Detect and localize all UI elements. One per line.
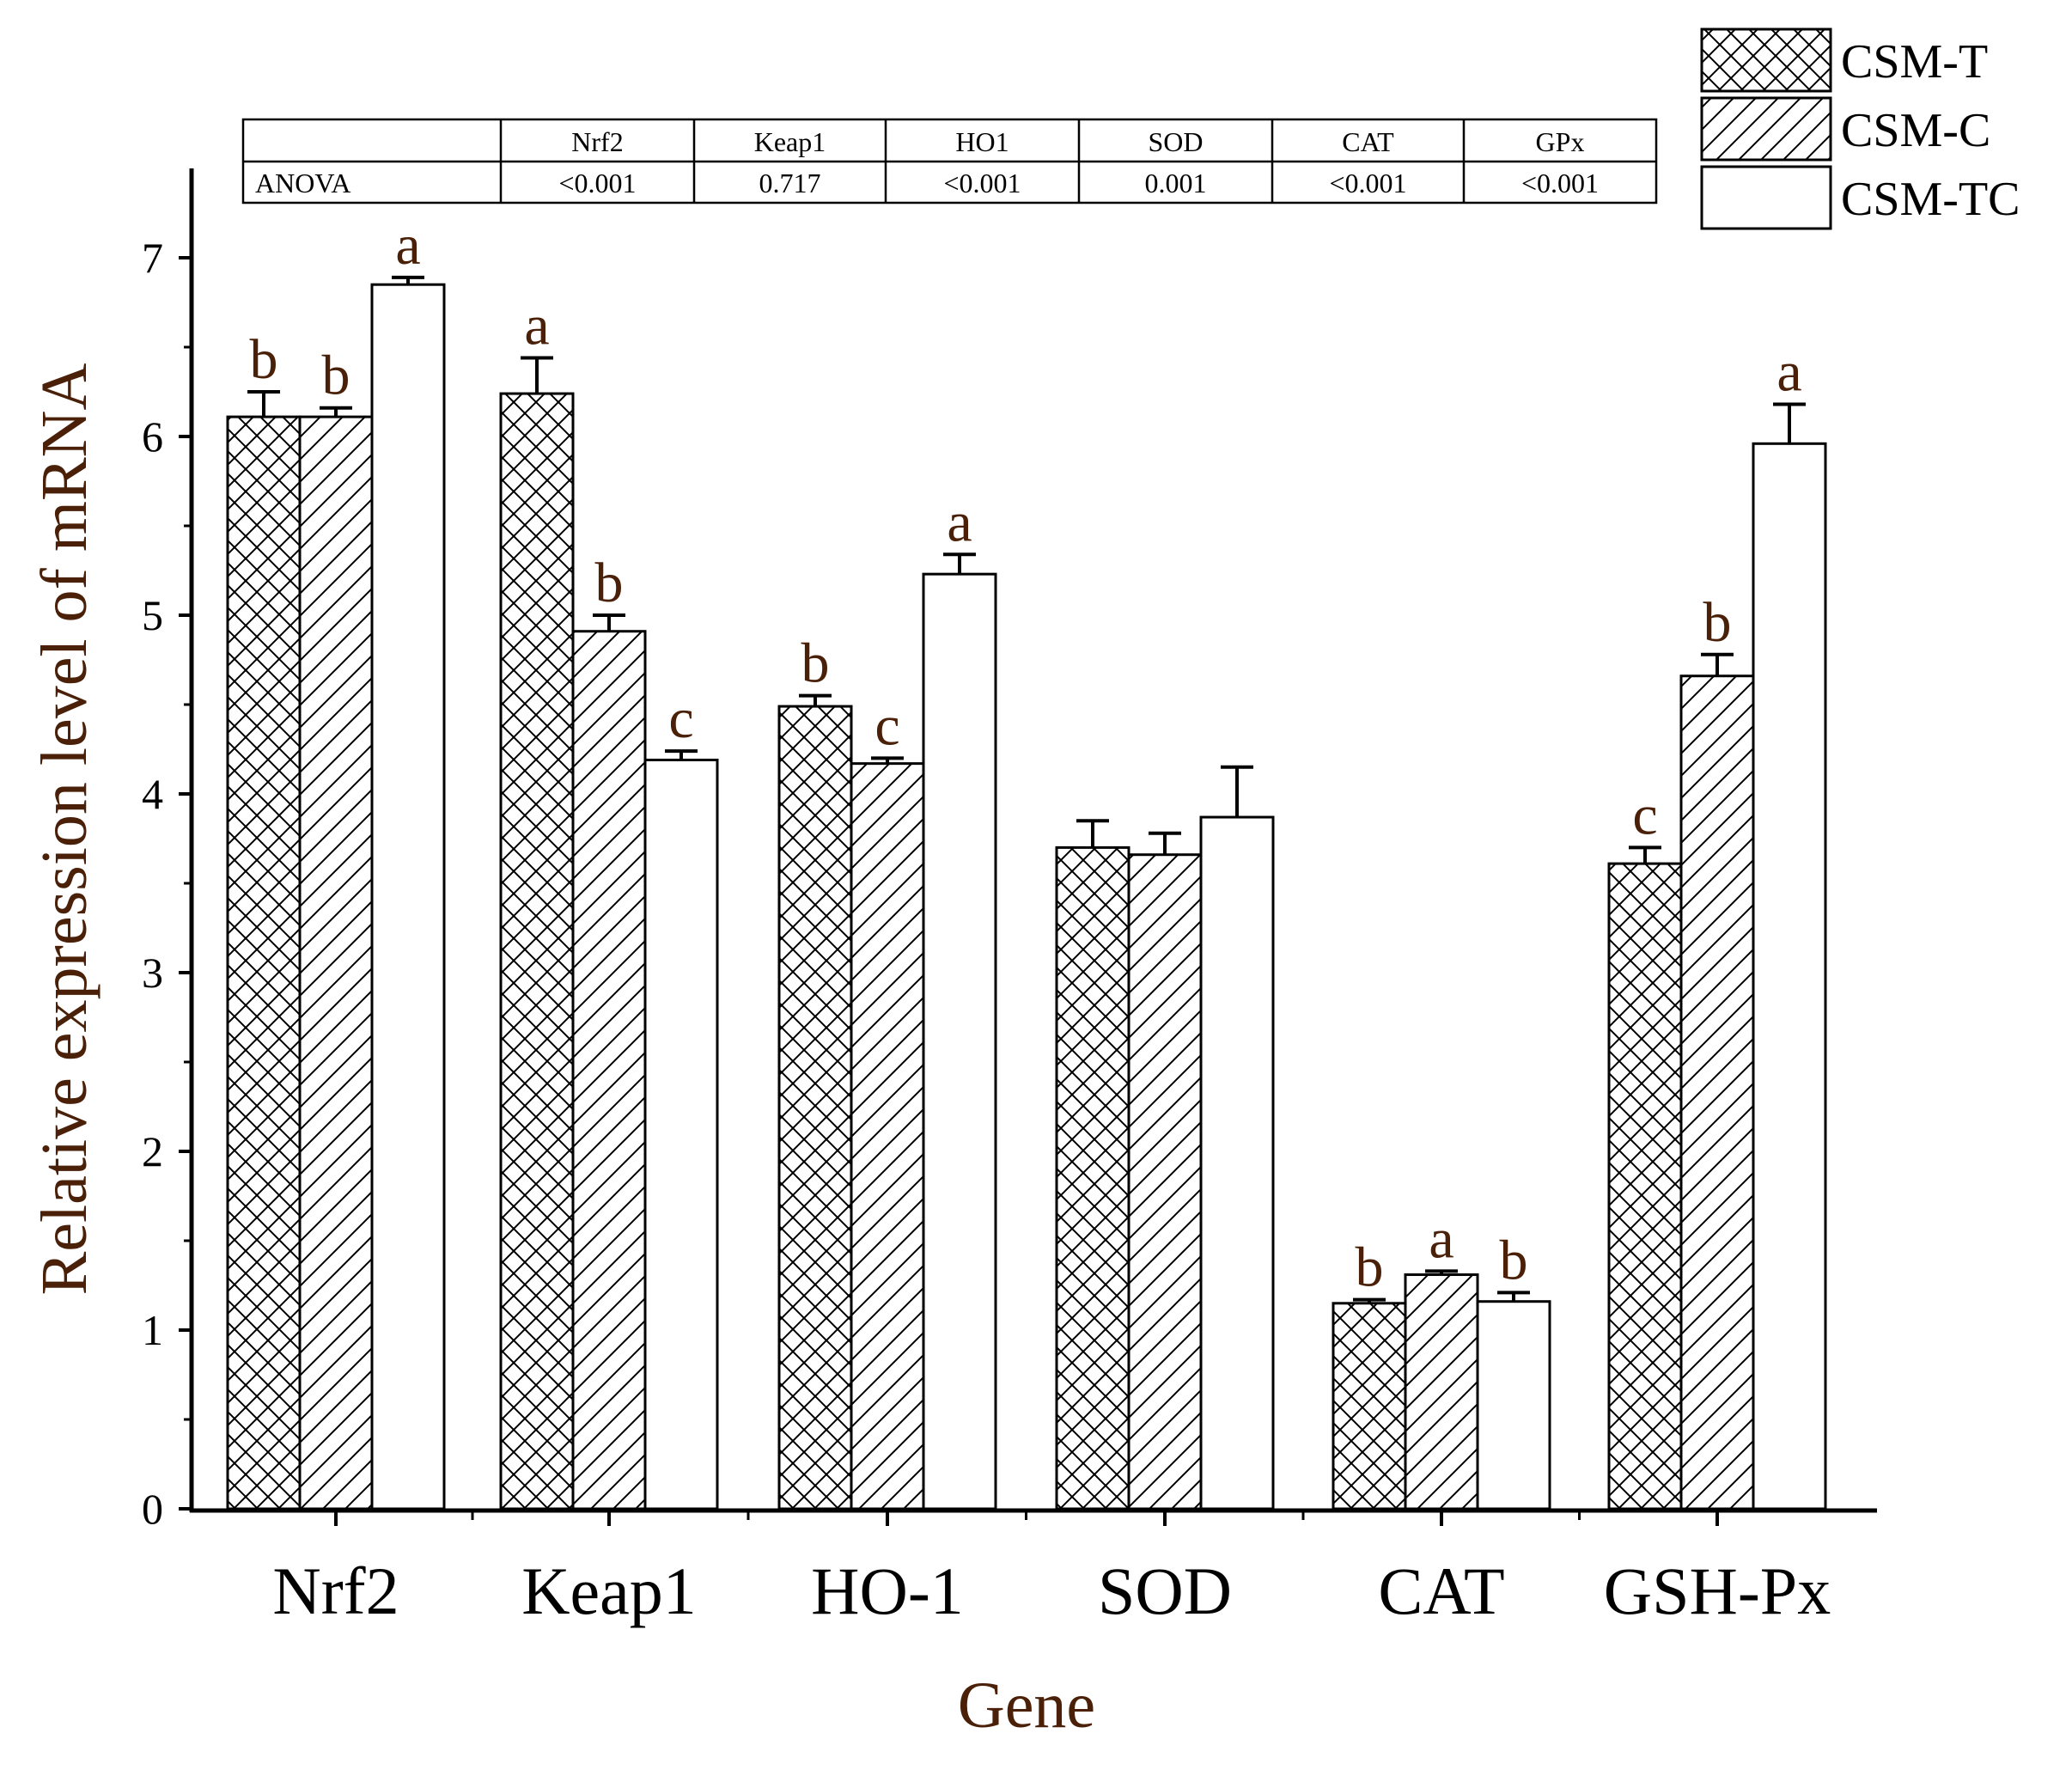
error-bar bbox=[1773, 402, 1806, 444]
error-bar bbox=[1076, 819, 1109, 848]
y-tick-label: 3 bbox=[142, 949, 163, 997]
anova-header-ho1: HO1 bbox=[955, 126, 1009, 157]
error-bar bbox=[521, 356, 553, 394]
y-tick-label: 5 bbox=[142, 591, 163, 639]
anova-header-cat: CAT bbox=[1342, 126, 1394, 157]
significance-letter: b bbox=[1703, 591, 1732, 654]
anova-header-sod: SOD bbox=[1148, 126, 1203, 157]
x-tick-label-sod: SOD bbox=[1098, 1553, 1232, 1628]
significance-letter: b bbox=[322, 345, 350, 407]
bar-csm-tc-nrf2 bbox=[370, 283, 446, 1511]
bar-csm-c-ho-1 bbox=[850, 762, 925, 1511]
anova-value: <0.001 bbox=[1329, 168, 1406, 198]
x-tick-label-ho-1: HO-1 bbox=[811, 1553, 964, 1628]
bar-csm-tc-keap1 bbox=[643, 758, 719, 1511]
legend-swatch-csm-c bbox=[1700, 96, 1832, 162]
anova-header-nrf2: Nrf2 bbox=[571, 126, 623, 157]
significance-letter: c bbox=[1632, 784, 1657, 846]
significance-letter: a bbox=[1429, 1207, 1453, 1270]
bar-csm-t-keap1 bbox=[499, 392, 575, 1511]
bar-csm-c-sod bbox=[1127, 853, 1203, 1511]
bar-csm-tc-cat bbox=[1476, 1300, 1551, 1511]
error-bar bbox=[392, 275, 424, 285]
x-tick-label-nrf2: Nrf2 bbox=[272, 1553, 399, 1628]
legend-label-csm-tc: CSM-TC bbox=[1841, 173, 2020, 226]
anova-value: <0.001 bbox=[558, 168, 636, 198]
x-tick-label-keap1: Keap1 bbox=[521, 1553, 697, 1628]
x-ticks: Nrf2 Keap1 HO-1 SOD CAT GSH-Px bbox=[272, 1511, 1831, 1628]
error-bar bbox=[1497, 1291, 1530, 1302]
y-tick-label: 0 bbox=[142, 1485, 163, 1533]
significance-letter: a bbox=[395, 214, 420, 277]
bar-csm-t-nrf2 bbox=[226, 415, 302, 1511]
anova-value: <0.001 bbox=[943, 168, 1021, 198]
significance-letter: b bbox=[250, 328, 278, 391]
bar-csm-tc-ho-1 bbox=[922, 572, 997, 1511]
bar-csm-t-cat bbox=[1332, 1302, 1407, 1511]
error-bar bbox=[943, 552, 976, 575]
significance-letter: b bbox=[801, 632, 830, 695]
error-bar bbox=[1701, 652, 1734, 676]
bars-layer bbox=[226, 283, 1827, 1511]
y-tick-label: 6 bbox=[142, 412, 163, 461]
anova-value: 0.717 bbox=[759, 168, 821, 198]
error-bar bbox=[665, 749, 698, 760]
error-bar bbox=[1149, 831, 1181, 855]
significance-letter: a bbox=[947, 491, 972, 553]
legend: CSM-T CSM-C CSM-TC bbox=[1700, 27, 2020, 230]
bar-csm-c-keap1 bbox=[571, 630, 647, 1511]
bar-csm-t-sod bbox=[1055, 845, 1130, 1511]
y-tick-label: 7 bbox=[142, 234, 163, 282]
legend-label-csm-c: CSM-C bbox=[1841, 104, 1990, 157]
y-ticks: 0 1 2 3 4 5 6 7 bbox=[142, 234, 192, 1533]
bar-csm-c-gsh-px bbox=[1679, 674, 1755, 1511]
error-bar bbox=[871, 756, 904, 764]
error-bar bbox=[1353, 1297, 1386, 1303]
y-tick-label: 2 bbox=[142, 1127, 163, 1175]
anova-value: 0.001 bbox=[1145, 168, 1207, 198]
bar-csm-c-nrf2 bbox=[298, 415, 374, 1511]
anova-header-gpx: GPx bbox=[1536, 126, 1585, 157]
error-bars-layer bbox=[247, 275, 1806, 1303]
significance-letter: a bbox=[1776, 341, 1801, 404]
error-bar bbox=[1629, 845, 1661, 864]
anova-table: Nrf2 Keap1 HO1 SOD CAT GPx ANOVA <0.001 0.717 <0.… bbox=[241, 118, 1658, 204]
significance-letter: c bbox=[668, 687, 693, 750]
error-bar bbox=[799, 693, 832, 707]
anova-value: <0.001 bbox=[1521, 168, 1599, 198]
x-tick-label-gsh-px: GSH-Px bbox=[1604, 1553, 1831, 1628]
legend-swatch-csm-t bbox=[1700, 27, 1832, 93]
anova-header-keap1: Keap1 bbox=[754, 126, 826, 157]
bar-csm-t-ho-1 bbox=[777, 705, 853, 1511]
x-axis-title: Gene bbox=[958, 1669, 1095, 1742]
significance-letter: b bbox=[1500, 1229, 1528, 1291]
error-bar bbox=[1425, 1269, 1458, 1275]
anova-row-label: ANOVA bbox=[255, 168, 350, 198]
error-bar bbox=[247, 390, 280, 418]
significance-letter: a bbox=[524, 294, 549, 357]
x-tick-label-cat: CAT bbox=[1378, 1553, 1504, 1628]
significance-letter: c bbox=[875, 694, 899, 757]
error-bar bbox=[320, 406, 352, 418]
bar-csm-tc-sod bbox=[1199, 815, 1275, 1511]
bar-csm-c-cat bbox=[1404, 1273, 1479, 1511]
significance-letter: b bbox=[1356, 1236, 1384, 1299]
y-tick-label: 1 bbox=[142, 1306, 163, 1354]
significance-letter: b bbox=[595, 552, 624, 614]
y-tick-label: 4 bbox=[142, 770, 163, 818]
legend-swatch-csm-tc bbox=[1700, 165, 1832, 230]
bar-csm-t-gsh-px bbox=[1607, 862, 1683, 1511]
bar-csm-tc-gsh-px bbox=[1752, 442, 1827, 1511]
legend-label-csm-t: CSM-T bbox=[1841, 35, 1988, 88]
error-bar bbox=[1221, 765, 1253, 818]
error-bar bbox=[593, 613, 625, 632]
y-axis-title: Relative expression level of mRNA bbox=[28, 363, 101, 1295]
